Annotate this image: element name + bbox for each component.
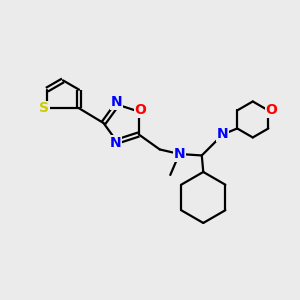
Text: N: N <box>110 136 121 150</box>
Text: N: N <box>217 128 229 142</box>
Text: O: O <box>266 103 277 118</box>
Text: O: O <box>134 103 146 117</box>
Text: S: S <box>39 101 49 115</box>
Text: N: N <box>111 95 123 109</box>
Text: N: N <box>173 147 185 161</box>
